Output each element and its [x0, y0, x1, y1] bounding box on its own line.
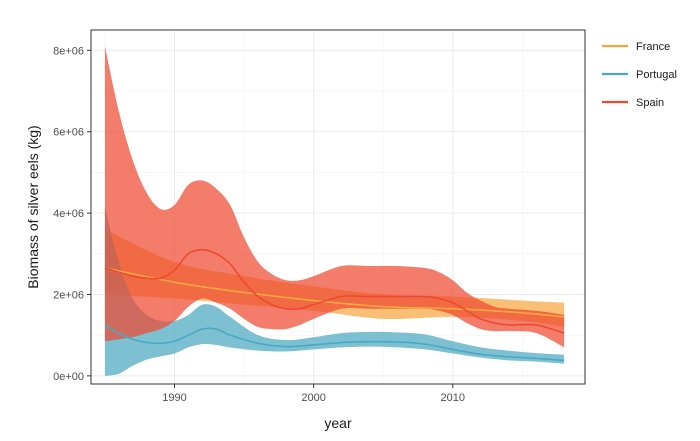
y-tick-label: 8e+06 — [53, 45, 84, 57]
legend-label-france: France — [636, 41, 670, 53]
x-axis-title: year — [324, 415, 352, 431]
band-layer — [104, 46, 565, 376]
y-tick-label: 0e+00 — [53, 371, 84, 383]
x-tick-label: 2010 — [441, 392, 465, 404]
line-portugal — [104, 324, 565, 362]
axis-layer: 1990 2000 2010 0e+00 2e+06 4e+06 6e+06 8e+06 — [53, 45, 465, 404]
x-tick-label: 1990 — [162, 392, 186, 404]
line-layer — [104, 248, 565, 362]
y-axis-title: Biomass of silver eels (kg) — [25, 125, 41, 288]
legend: France Portugal Spain — [602, 41, 677, 109]
y-tick-label: 4e+06 — [53, 208, 84, 220]
y-tick-label: 2e+06 — [53, 289, 84, 301]
line-spain — [104, 248, 565, 334]
x-tick-label: 2000 — [301, 392, 325, 404]
legend-label-portugal: Portugal — [636, 69, 677, 81]
band-spain — [104, 46, 565, 348]
y-tick-label: 6e+06 — [53, 127, 84, 139]
line-france — [104, 267, 565, 318]
plot-border — [90, 29, 586, 385]
legend-label-spain: Spain — [636, 97, 664, 109]
band-portugal — [104, 207, 565, 376]
